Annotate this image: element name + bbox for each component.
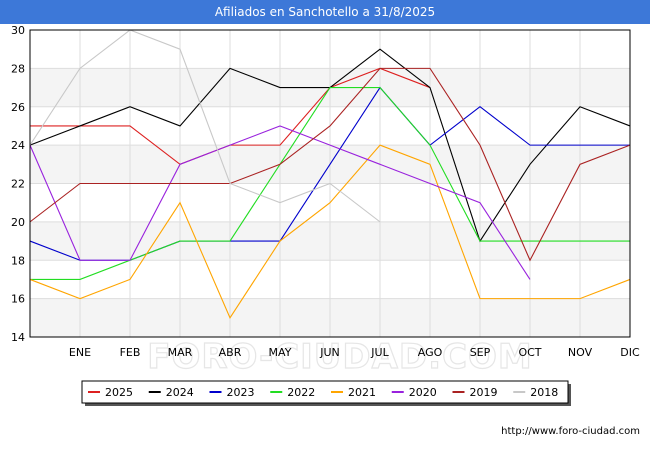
chart-title: Afiliados en Sanchotello a 31/8/2025 (0, 0, 650, 24)
plot-border (29, 29, 631, 338)
series-line-2018 (29, 29, 381, 223)
y-tick-label: 18 (11, 254, 25, 267)
x-tick-label: ENE (69, 346, 91, 359)
x-tick-label: JUL (370, 346, 389, 359)
series-line-2021 (29, 144, 631, 319)
series-line-2019 (29, 67, 631, 262)
watermark: FORO-CIUDAD.COM (147, 337, 533, 377)
footer-url[interactable]: http://www.foro-ciudad.com (501, 426, 640, 437)
x-tick-label: JUN (319, 346, 340, 359)
x-tick-label: FEB (120, 346, 141, 359)
x-tick-label: ABR (219, 346, 242, 359)
x-tick-label: SEP (470, 346, 491, 359)
legend-label-2018: 2018 (530, 386, 558, 399)
y-tick-label: 28 (11, 62, 25, 75)
legend-label-2023: 2023 (227, 386, 255, 399)
legend-label-2019: 2019 (470, 386, 498, 399)
y-tick-label: 24 (11, 139, 25, 152)
x-tick-label: OCT (518, 346, 541, 359)
y-tick-label: 20 (11, 216, 25, 229)
y-tick-label: 26 (11, 101, 25, 114)
y-tick-label: 30 (11, 24, 25, 37)
legend-label-2021: 2021 (348, 386, 376, 399)
x-tick-label: AGO (418, 346, 443, 359)
x-tick-label: MAR (168, 346, 193, 359)
series-line-2020 (29, 125, 531, 280)
y-tick-label: 16 (11, 293, 25, 306)
y-tick-label: 14 (11, 331, 25, 344)
legend-label-2022: 2022 (287, 386, 315, 399)
x-tick-label: MAY (269, 346, 292, 359)
legend-box (81, 380, 569, 404)
x-tick-label: NOV (568, 346, 593, 359)
x-tick-label: DIC (620, 346, 640, 359)
legend-label-2025: 2025 (105, 386, 133, 399)
legend-label-2024: 2024 (166, 386, 194, 399)
legend-label-2020: 2020 (409, 386, 437, 399)
y-tick-label: 22 (11, 178, 25, 191)
